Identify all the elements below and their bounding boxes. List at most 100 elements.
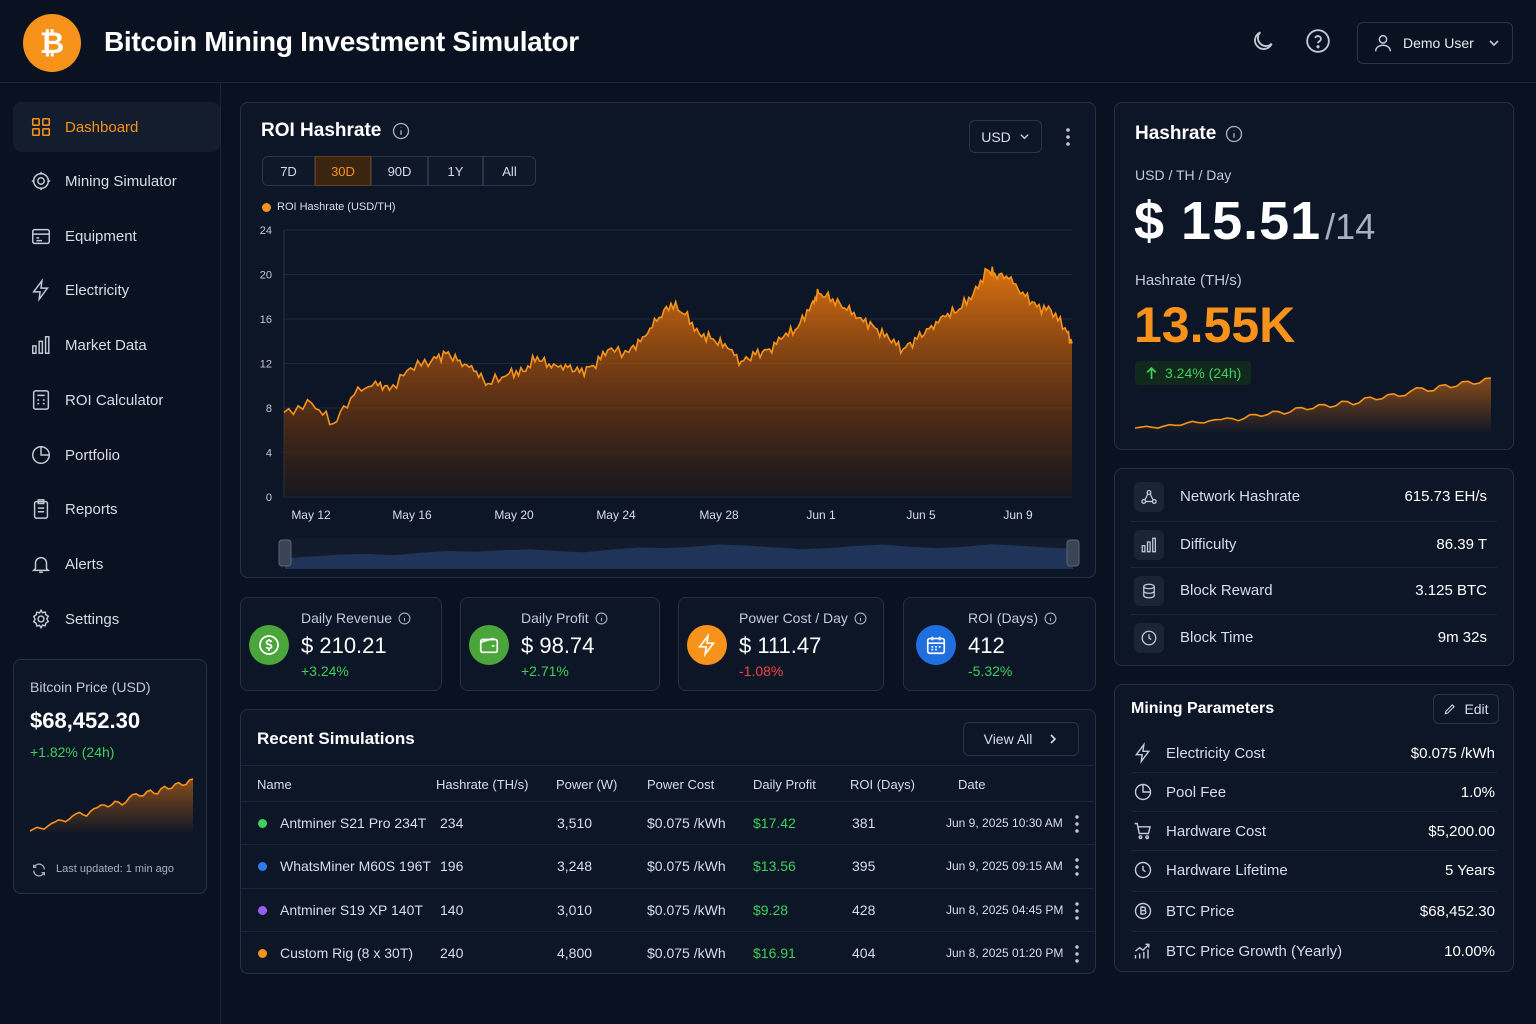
sidebar-item-equipment[interactable]: Equipment [13, 211, 220, 261]
info-icon[interactable] [1225, 125, 1243, 143]
stat-value: $ 98.74 [521, 633, 595, 658]
info-icon[interactable] [1044, 612, 1057, 625]
status-dot [258, 862, 267, 871]
hashrate-sparkline [1134, 377, 1492, 434]
sidebar-item-label: Equipment [65, 227, 137, 245]
stat-card-daily-revenue: Daily Revenue $ 210.21 +3.24% [240, 597, 442, 691]
sidebar-item-dashboard[interactable]: Dashboard [13, 102, 220, 152]
x-tick-label: May 24 [596, 508, 636, 522]
roi-chart-title: ROI Hashrate [261, 120, 382, 141]
cell-roi: 381 [852, 815, 876, 831]
sidebar-item-reports[interactable]: Reports [13, 484, 220, 534]
database-icon [1134, 576, 1164, 606]
sidebar-item-label: Portfolio [65, 446, 121, 464]
column-header-hashrate[interactable]: Hashrate (TH/s) [436, 777, 529, 792]
bar-chart-icon [1134, 530, 1164, 560]
pie-chart-icon [1134, 783, 1152, 801]
block-reward-row: Block Reward 3.125 BTC [1131, 567, 1497, 613]
sidebar-item-alerts[interactable]: Alerts [13, 539, 220, 589]
navigator-handle-right[interactable] [1066, 539, 1080, 567]
sparkline-line [1134, 377, 1492, 429]
user-menu-button[interactable]: Demo User [1357, 22, 1513, 64]
column-header-date[interactable]: Date [958, 777, 986, 792]
range-1y[interactable]: 1Y [428, 156, 483, 186]
currency-select[interactable]: USD [969, 120, 1042, 153]
range-30d[interactable]: 30D [315, 156, 371, 186]
legend-dot [262, 202, 271, 212]
clock-icon [1134, 623, 1164, 653]
row-more-icon[interactable] [1071, 944, 1083, 967]
cell-name: Antminer S21 Pro 234T [280, 815, 427, 831]
svg-text:₿: ₿ [40, 26, 64, 61]
table-row[interactable]: Antminer S21 Pro 234T 234 3,510 $0.075 /… [241, 801, 1094, 845]
sidebar-item-settings[interactable]: Settings [13, 594, 220, 644]
column-header-name[interactable]: Name [257, 777, 292, 792]
hashrate-change-badge: 3.24% (24h) [1135, 361, 1252, 385]
column-header-roi[interactable]: ROI (Days) [850, 777, 915, 792]
stat-value: $ 210.21 [301, 633, 387, 658]
row-more-icon[interactable] [1071, 901, 1083, 924]
refresh-icon[interactable] [31, 862, 47, 878]
x-tick-label: Jun 1 [806, 508, 836, 522]
column-header-daily-profit[interactable]: Daily Profit [753, 777, 816, 792]
param-electricity-cost: Electricity Cost $0.075 /kWh [1131, 734, 1497, 772]
help-icon[interactable] [1305, 28, 1333, 56]
navigator-area [285, 544, 1073, 569]
sidebar-item-electricity[interactable]: Electricity [13, 265, 220, 315]
cell-power: 3,010 [557, 902, 593, 918]
navigator-handle-left[interactable] [278, 539, 292, 567]
cell-power: 4,800 [557, 945, 593, 961]
row-more-icon[interactable] [1071, 814, 1083, 837]
chevron-down-icon [1020, 134, 1029, 140]
clock-icon [1134, 861, 1152, 879]
x-tick-label: May 20 [494, 508, 534, 522]
app-title: Bitcoin Mining Investment Simulator [104, 26, 579, 57]
info-icon[interactable] [398, 612, 411, 625]
more-menu-icon[interactable] [1060, 126, 1076, 148]
cell-hashrate: 140 [440, 902, 464, 918]
cell-name: WhatsMiner M60S 196T [280, 858, 431, 874]
table-row[interactable]: WhatsMiner M60S 196T 196 3,248 $0.075 /k… [241, 844, 1094, 888]
sidebar-item-label: Alerts [65, 555, 104, 573]
sidebar-item-market-data[interactable]: Market Data [13, 320, 220, 370]
info-icon[interactable] [595, 612, 608, 625]
cell-date: Jun 9, 2025 10:30 AM [946, 816, 1063, 830]
range-90d[interactable]: 90D [371, 156, 428, 186]
table-row[interactable]: Custom Rig (8 x 30T) 240 4,800 $0.075 /k… [241, 931, 1094, 975]
chevron-right-icon [1050, 734, 1057, 744]
cell-roi: 428 [852, 902, 876, 918]
hashrate-unit: USD / TH / Day [1135, 167, 1232, 183]
price-change: +1.82% (24h) [30, 744, 115, 760]
column-header-power-cost[interactable]: Power Cost [647, 777, 715, 792]
price-value: $68,452.30 [30, 708, 141, 733]
info-icon[interactable] [854, 612, 867, 625]
bell-icon [31, 556, 51, 573]
cell-daily-profit: $13.56 [753, 858, 796, 874]
bar-chart-icon [32, 336, 50, 354]
range-all[interactable]: All [483, 156, 536, 186]
param-btc-price: BTC Price $68,452.30 [1131, 891, 1497, 929]
sparkline-line [29, 778, 194, 832]
row-more-icon[interactable] [1071, 857, 1083, 880]
stat-change: +3.24% [301, 663, 349, 679]
cell-roi: 395 [852, 858, 876, 874]
stat-label: Power Cost / Day [739, 610, 867, 626]
y-tick-label: 24 [260, 225, 272, 237]
range-7d[interactable]: 7D [262, 156, 315, 186]
cell-name: Custom Rig (8 x 30T) [280, 945, 414, 961]
lightning-icon [687, 625, 727, 665]
chip-icon [31, 171, 51, 191]
edit-parameters-button[interactable]: Edit [1433, 694, 1499, 724]
theme-toggle-moon-icon[interactable] [1250, 28, 1278, 56]
x-tick-label: Jun 5 [906, 508, 936, 522]
sidebar-item-mining-simulator[interactable]: Mining Simulator [13, 156, 220, 206]
info-icon[interactable] [392, 122, 410, 140]
cell-date: Jun 8, 2025 04:45 PM [946, 903, 1064, 917]
sidebar-item-label: Reports [65, 500, 118, 518]
sidebar-item-portfolio[interactable]: Portfolio [13, 430, 220, 480]
table-row[interactable]: Antminer S19 XP 140T 140 3,010 $0.075 /k… [241, 888, 1094, 932]
sidebar-item-roi-calculator[interactable]: ROI Calculator [13, 375, 220, 425]
column-header-power[interactable]: Power (W) [556, 777, 618, 792]
difficulty-row: Difficulty 86.39 T [1131, 521, 1497, 567]
view-all-button[interactable]: View All [963, 722, 1079, 756]
